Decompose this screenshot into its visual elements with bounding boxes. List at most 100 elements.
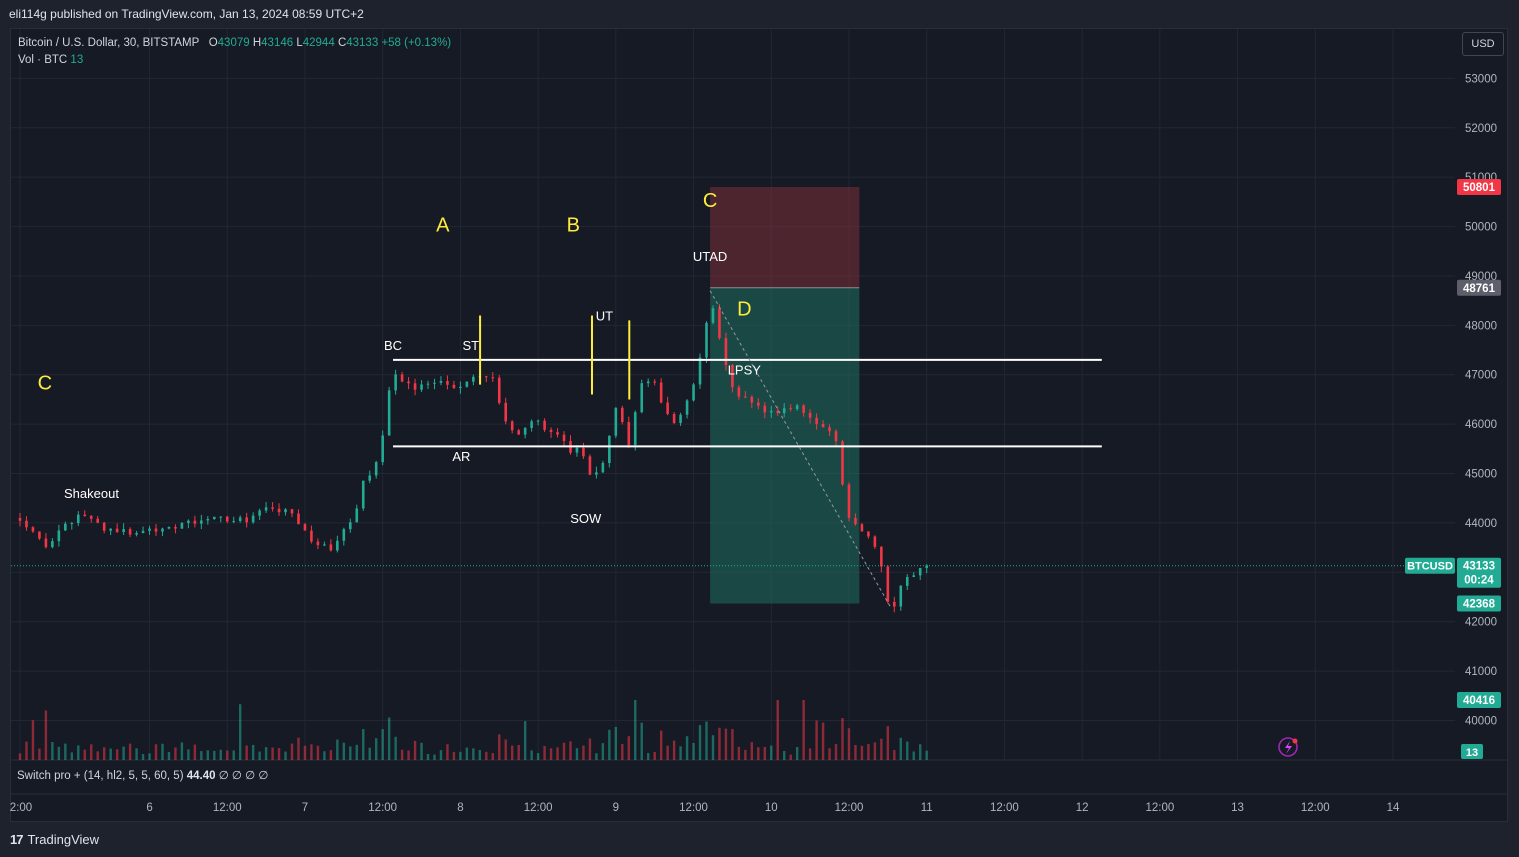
volume-bar bbox=[925, 750, 928, 760]
volume-bar bbox=[122, 746, 125, 760]
volume-bar bbox=[659, 730, 663, 760]
candle-body bbox=[238, 517, 242, 522]
candle-body bbox=[698, 357, 702, 385]
volume-bar bbox=[498, 734, 501, 760]
candle-body bbox=[510, 421, 514, 431]
event-label: BC bbox=[384, 338, 402, 353]
candle-body bbox=[666, 402, 669, 415]
candle-body bbox=[692, 384, 695, 401]
time-tick-label: 14 bbox=[1387, 802, 1400, 814]
last-price-badge-text: 43133 bbox=[1463, 561, 1495, 573]
volume-bar bbox=[96, 751, 99, 760]
candle-body bbox=[148, 528, 151, 531]
chart-legend: Bitcoin / U.S. Dollar, 30, BITSTAMP O430… bbox=[18, 35, 451, 69]
candle-body bbox=[167, 526, 171, 529]
volume-bar bbox=[44, 710, 48, 760]
price-tick-label: 42000 bbox=[1465, 617, 1497, 629]
volume-bar bbox=[783, 750, 786, 760]
symbol-price-tag: BTCUSD bbox=[1405, 557, 1455, 574]
volume-bar bbox=[323, 751, 326, 760]
candle-body bbox=[102, 522, 106, 531]
candle-body bbox=[193, 520, 197, 524]
time-tick-label: 6 bbox=[146, 802, 152, 814]
volume-bar bbox=[83, 749, 86, 760]
price-tick-label: 52000 bbox=[1465, 123, 1497, 135]
candle-body bbox=[394, 374, 397, 391]
target-price-badge: 42368 bbox=[1457, 595, 1501, 612]
volume-bar bbox=[109, 748, 112, 760]
volume-bar bbox=[115, 749, 119, 760]
volume-label[interactable]: Vol · BTC bbox=[18, 54, 68, 66]
indicator-legend[interactable]: Switch pro + (14, hl2, 5, 5, 60, 5) 44.4… bbox=[17, 768, 268, 782]
candle-body bbox=[763, 405, 767, 413]
volume-bar bbox=[336, 739, 339, 760]
volume-bar bbox=[530, 750, 533, 760]
time-tick-label: 12:00 bbox=[1145, 802, 1174, 814]
volume-bar bbox=[854, 744, 857, 760]
candle-body bbox=[310, 530, 313, 542]
candle-body bbox=[905, 576, 909, 586]
volume-bar bbox=[718, 727, 721, 760]
candle-body bbox=[744, 396, 747, 398]
candle-body bbox=[258, 510, 261, 516]
volume-bar bbox=[433, 754, 436, 760]
event-label: AR bbox=[452, 449, 470, 464]
candle-body bbox=[802, 405, 805, 413]
volume-value: 13 bbox=[70, 54, 84, 66]
candle-body bbox=[342, 529, 346, 541]
candle-body bbox=[782, 408, 786, 413]
volume-bar bbox=[245, 745, 248, 760]
currency-button[interactable]: USD bbox=[1462, 32, 1504, 56]
candle-body bbox=[873, 536, 877, 547]
entry-price-badge-text: 48761 bbox=[1463, 283, 1496, 295]
symbol-name[interactable]: Bitcoin / U.S. Dollar, 30, BITSTAMP bbox=[18, 37, 200, 49]
ohlc-legend: Bitcoin / U.S. Dollar, 30, BITSTAMP O430… bbox=[18, 35, 451, 52]
candle-body bbox=[718, 308, 721, 339]
volume-bar bbox=[187, 749, 190, 760]
volume-bar bbox=[485, 751, 488, 760]
volume-bar bbox=[174, 747, 177, 760]
candle-body bbox=[925, 565, 928, 568]
volume-bar bbox=[206, 750, 210, 760]
candle-body bbox=[621, 407, 624, 423]
time-tick-label: 12:00 bbox=[679, 802, 708, 814]
volume-bar bbox=[511, 745, 514, 760]
volume-bar bbox=[193, 744, 197, 760]
candle-body bbox=[867, 531, 870, 537]
volume-bar bbox=[128, 743, 132, 760]
volume-bar bbox=[310, 744, 313, 760]
volume-bar bbox=[750, 742, 754, 760]
candle-body bbox=[64, 523, 67, 531]
volume-bar bbox=[893, 750, 896, 760]
volume-bar bbox=[802, 700, 805, 760]
candle-body bbox=[795, 405, 799, 409]
candle-body bbox=[122, 529, 125, 532]
candle-body bbox=[808, 412, 812, 418]
candle-body bbox=[57, 530, 61, 542]
volume-bar bbox=[828, 748, 831, 760]
indicator-level-badge-text: 40416 bbox=[1463, 695, 1495, 707]
symbol-tag-bg bbox=[1405, 557, 1455, 574]
candle-body bbox=[361, 480, 365, 509]
candle-body bbox=[776, 410, 780, 413]
event-label: LPSY bbox=[728, 363, 762, 378]
candle-body bbox=[575, 447, 579, 453]
candle-body bbox=[679, 414, 682, 423]
volume-bar bbox=[135, 748, 138, 760]
price-tick-label: 53000 bbox=[1465, 73, 1497, 85]
volume-bar bbox=[154, 744, 158, 760]
candle-body bbox=[886, 566, 890, 602]
low-label: L bbox=[296, 37, 303, 49]
candle-body bbox=[757, 402, 760, 406]
volume-bar bbox=[18, 753, 22, 760]
candle-body bbox=[18, 517, 22, 521]
tradingview-logo[interactable]: 17 TradingView bbox=[10, 832, 99, 847]
time-tick-label: 12:00 bbox=[524, 802, 553, 814]
time-tick-label: 12:00 bbox=[213, 802, 242, 814]
volume-bar bbox=[841, 718, 844, 760]
volume-bar bbox=[219, 749, 222, 760]
candle-body bbox=[893, 601, 896, 607]
volume-bar bbox=[141, 754, 145, 760]
volume-bar bbox=[770, 745, 773, 760]
